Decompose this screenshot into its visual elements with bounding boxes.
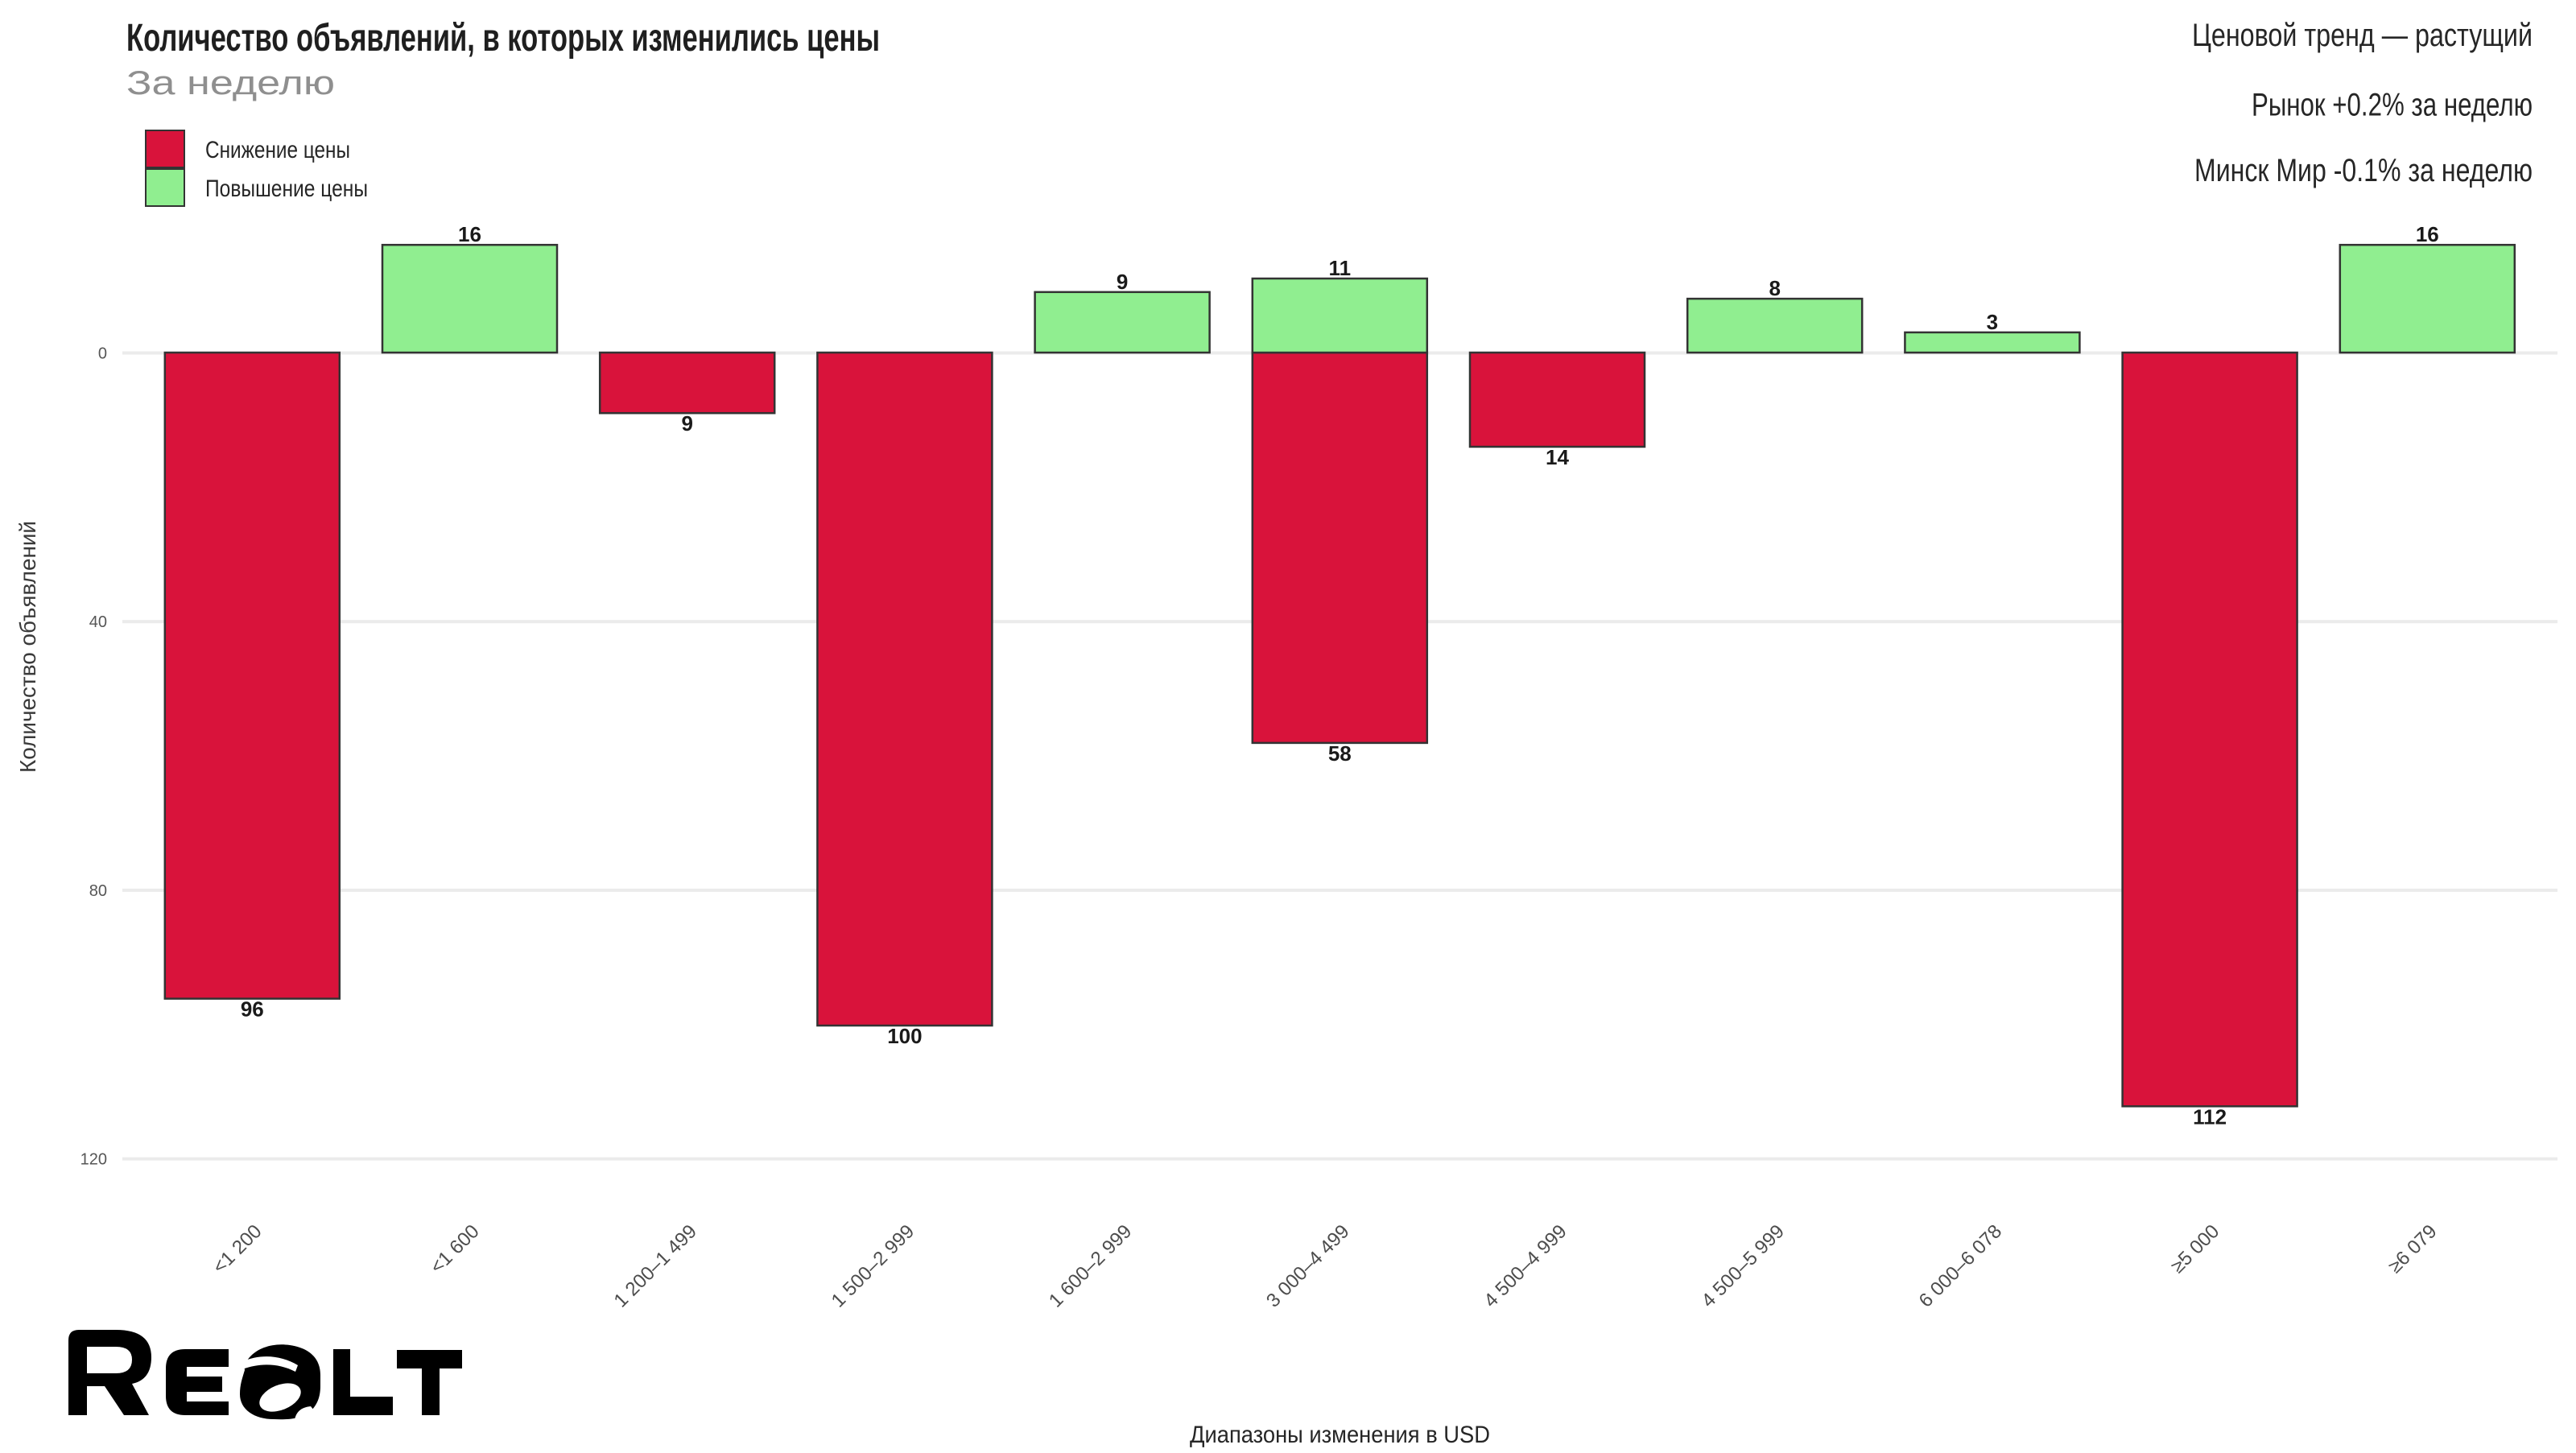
svg-text:Количество объявлений: Количество объявлений [15, 521, 40, 773]
svg-text:Диапазоны изменения в USD: Диапазоны изменения в USD [1190, 1422, 1490, 1448]
svg-text:9: 9 [681, 411, 692, 435]
svg-text:112: 112 [2193, 1104, 2227, 1129]
svg-text:96: 96 [241, 997, 264, 1022]
svg-text:Повышение цены: Повышение цены [205, 175, 368, 202]
svg-text:Минск Мир -0.1% за неделю: Минск Мир -0.1% за неделю [2194, 153, 2533, 188]
svg-text:0: 0 [98, 345, 107, 363]
svg-text:Количество объявлений, в котор: Количество объявлений, в которых изменил… [126, 17, 880, 60]
svg-text:100: 100 [887, 1024, 922, 1048]
svg-text:16: 16 [2416, 222, 2439, 246]
svg-text:9: 9 [1117, 270, 1128, 294]
svg-text:58: 58 [1328, 741, 1352, 766]
svg-text:Рынок +0.2% за неделю: Рынок +0.2% за неделю [2252, 88, 2533, 123]
svg-text:Снижение цены: Снижение цены [205, 137, 350, 163]
svg-text:80: 80 [89, 882, 107, 900]
svg-text:120: 120 [80, 1151, 107, 1169]
svg-text:14: 14 [1546, 445, 1569, 469]
svg-text:16: 16 [458, 222, 481, 246]
svg-text:11: 11 [1329, 256, 1352, 280]
svg-text:За неделю: За неделю [126, 64, 335, 101]
svg-text:3: 3 [1987, 310, 1998, 334]
svg-text:40: 40 [89, 613, 107, 631]
svg-text:Ценовой тренд — растущий: Ценовой тренд — растущий [2192, 18, 2533, 53]
svg-text:8: 8 [1769, 276, 1780, 300]
